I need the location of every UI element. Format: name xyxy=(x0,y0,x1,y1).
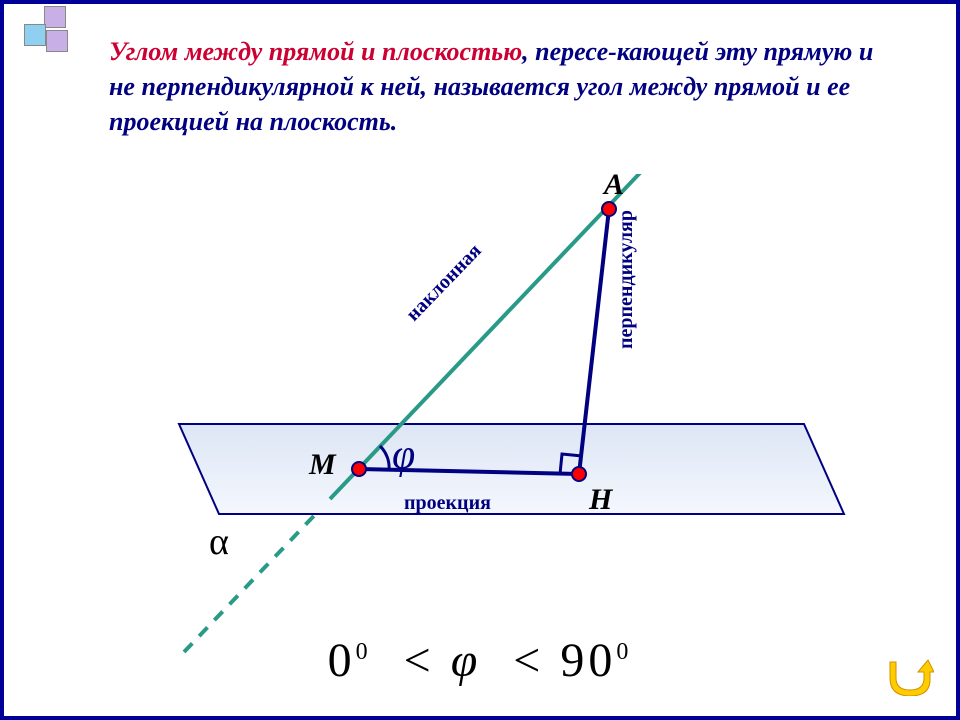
formula-lt2: < xyxy=(513,634,544,687)
formula-ninety: 90 xyxy=(560,634,616,687)
point-A xyxy=(602,202,616,216)
definition-accent: Углом между прямой и плоскостью xyxy=(109,37,522,66)
formula-zero: 0 xyxy=(328,634,356,687)
return-icon[interactable] xyxy=(888,656,934,696)
corner-decoration xyxy=(24,6,84,66)
point-H xyxy=(572,467,586,481)
label-projection: проекция xyxy=(404,492,491,514)
label-oblique: наклонная xyxy=(402,239,486,325)
oblique-line-dashed xyxy=(184,499,330,652)
formula-phi: φ xyxy=(451,634,482,687)
label-perpendicular: перпендикуляр xyxy=(615,210,637,349)
geometry-diagram: А М Н φ α наклонная перпендикуляр проекц… xyxy=(104,174,864,674)
slide-frame: Углом между прямой и плоскостью, пересе-… xyxy=(4,4,956,716)
label-phi: φ xyxy=(392,432,415,478)
cube-icon xyxy=(24,24,46,46)
label-alpha: α xyxy=(209,521,229,563)
point-M xyxy=(352,462,366,476)
label-M: М xyxy=(308,448,337,481)
definition-text: Углом между прямой и плоскостью, пересе-… xyxy=(109,34,879,139)
inequality-formula: 00 < φ < 900 xyxy=(4,633,956,688)
label-H: Н xyxy=(588,483,614,516)
formula-exp2: 0 xyxy=(616,639,632,665)
plane xyxy=(179,424,844,514)
label-A: А xyxy=(602,174,624,201)
formula-lt1: < xyxy=(404,634,435,687)
cube-icon xyxy=(44,6,66,28)
formula-exp1: 0 xyxy=(356,639,372,665)
cube-icon xyxy=(46,30,68,52)
